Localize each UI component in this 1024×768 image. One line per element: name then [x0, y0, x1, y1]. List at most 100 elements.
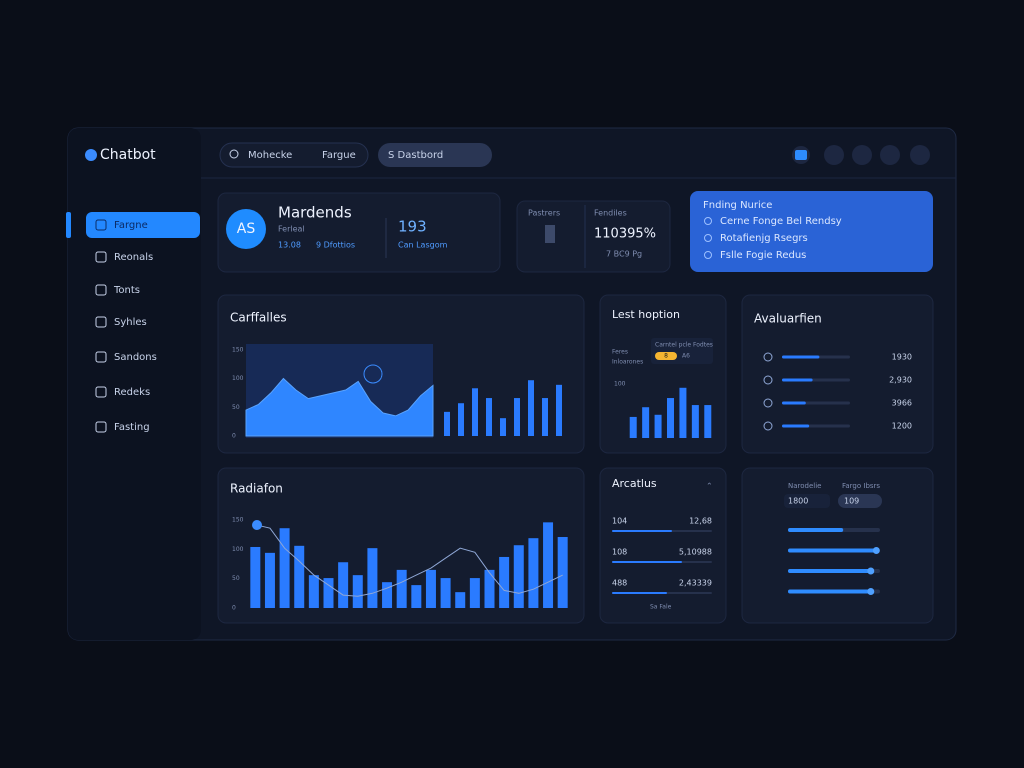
profile-count-label: Can Lasgom	[398, 241, 448, 250]
nav-item[interactable]: Tonts	[113, 285, 140, 296]
y-tick-label: 50	[232, 575, 240, 582]
nav-item[interactable]: Fargne	[114, 220, 148, 231]
row-icon	[763, 398, 773, 408]
control-label: Fargo Ibsrs	[842, 482, 880, 490]
card-title: Avaluarfien	[754, 312, 822, 326]
control-input-value[interactable]: 1800	[788, 497, 808, 506]
legend-entry: Inloarones	[612, 359, 643, 366]
bar	[455, 592, 466, 608]
bar	[486, 398, 492, 436]
notice-item: Cerne Fonge Bel Rendsy	[720, 216, 842, 227]
progress-fill	[782, 424, 810, 428]
nav-item[interactable]: Redeks	[114, 387, 150, 398]
card-title: Arcatlus	[612, 477, 657, 490]
bar	[294, 545, 305, 608]
nav-active[interactable]	[86, 212, 200, 238]
line-start-marker	[252, 520, 262, 530]
bar	[704, 405, 712, 438]
notice-item: Fslle Fogie Redus	[720, 250, 806, 261]
icon-button[interactable]	[910, 145, 930, 165]
progress-fill	[612, 592, 667, 594]
nav-indicator	[66, 212, 71, 238]
y-tick-label: 100	[232, 375, 244, 382]
y-tick-label: 50	[232, 404, 240, 411]
nav-item[interactable]: Syhles	[114, 317, 147, 328]
bar	[396, 569, 407, 608]
slider-knob[interactable]	[867, 588, 875, 595]
card-footer: Sa Fale	[650, 604, 672, 611]
bar	[444, 411, 450, 436]
bar	[472, 388, 478, 436]
nav-icon	[95, 316, 107, 328]
bar	[543, 522, 554, 608]
notice-bullet	[704, 251, 712, 259]
slider-fill	[788, 569, 871, 573]
aval-card	[741, 294, 934, 454]
row-value: 5,10988	[679, 548, 712, 557]
bar	[499, 556, 510, 608]
slider-knob[interactable]	[872, 547, 880, 554]
progress-fill	[612, 561, 682, 563]
row-icon	[763, 375, 773, 385]
profile-stat: 9 Dfottios	[316, 241, 355, 250]
nav-item[interactable]: Fasting	[114, 422, 150, 433]
bar	[556, 384, 562, 436]
progress-fill	[782, 401, 806, 405]
badge: Carntel pcle Fodtes	[655, 342, 713, 349]
nav-item[interactable]: Reonals	[114, 252, 153, 263]
bar	[528, 538, 539, 608]
metric-icon	[545, 225, 555, 243]
control-input[interactable]	[784, 494, 830, 508]
search-option[interactable]: Fargue	[322, 150, 356, 161]
bar	[382, 582, 393, 608]
bar	[679, 387, 687, 438]
control-input-value[interactable]: 109	[844, 497, 859, 506]
bar	[308, 575, 319, 608]
avatar	[226, 209, 266, 249]
bar	[425, 569, 436, 608]
slider-fill	[788, 528, 844, 532]
icon-button[interactable]	[852, 145, 872, 165]
search-box[interactable]	[219, 142, 369, 168]
row-label: 104	[612, 517, 627, 526]
bar	[250, 546, 261, 608]
dashboard-tab-label[interactable]: S Dastbord	[388, 150, 443, 161]
nav-item[interactable]: Sandons	[114, 352, 157, 363]
bar	[642, 407, 650, 438]
row-value: 1930	[892, 353, 912, 362]
brand: Chatbot	[100, 147, 156, 163]
badge-pill	[655, 352, 677, 360]
bar	[667, 398, 674, 438]
collapse-icon[interactable]: ⌃	[706, 482, 713, 491]
bar	[513, 545, 524, 608]
slider-knob[interactable]	[867, 567, 875, 575]
bar	[557, 537, 568, 608]
icon-button[interactable]	[824, 145, 844, 165]
notice-item: Rotafienjg Rsegrs	[720, 233, 808, 244]
bar	[629, 416, 637, 438]
control-label: Narodelie	[788, 482, 821, 490]
bar	[469, 578, 480, 608]
slider-fill	[788, 589, 871, 594]
bar	[440, 578, 451, 608]
dashboard-tab[interactable]	[378, 143, 492, 167]
y-tick-label: 150	[232, 517, 244, 524]
notice-title: Fnding Nurice	[703, 200, 772, 211]
y-tick-label: 0	[232, 605, 236, 612]
chart-marker	[363, 364, 383, 384]
notice-card	[690, 191, 933, 272]
card-title: Lest hoption	[612, 308, 680, 321]
control-input[interactable]	[838, 494, 882, 508]
legend-entry: Feres	[612, 349, 628, 356]
icon	[795, 150, 807, 160]
profile-stat: 13.08	[278, 241, 301, 250]
icon-button[interactable]	[880, 145, 900, 165]
row-icon	[763, 421, 773, 431]
profile-name: Mardends	[278, 204, 352, 222]
y-tick-label: 100	[614, 381, 626, 388]
search-option[interactable]: Mohecke	[248, 150, 292, 161]
metric-note: 7 BC9 Pg	[606, 250, 642, 259]
bar	[279, 528, 290, 608]
bar	[500, 418, 506, 436]
row-icon	[763, 352, 773, 362]
